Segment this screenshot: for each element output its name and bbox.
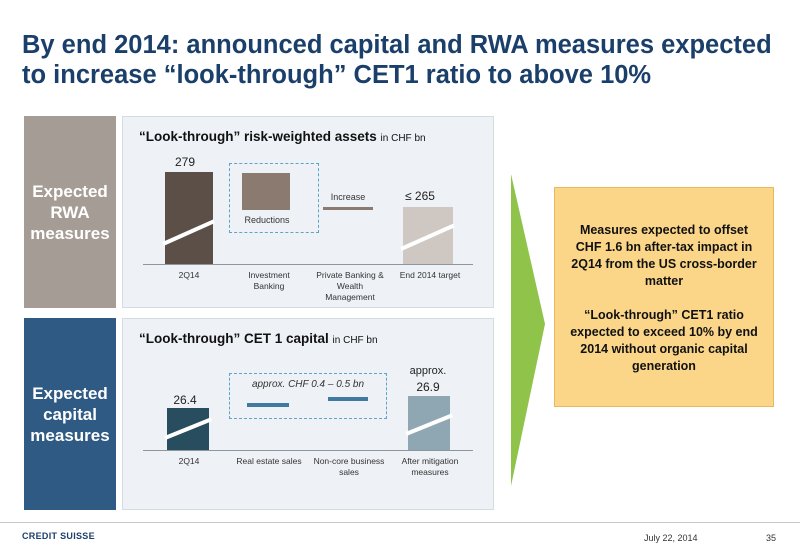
footer-date: July 22, 2014 (644, 533, 698, 543)
callout-para-2: “Look-through” CET1 ratio expected to ex… (570, 308, 758, 373)
capital-panel-title: “Look-through” CET 1 capital in CHF bn (139, 331, 378, 346)
rwa-panel-title-text: “Look-through” risk-weighted assets (139, 129, 377, 144)
rwa-bar-2q14 (162, 172, 215, 264)
capital-side-label: Expected capital measures (24, 318, 116, 510)
capital-value-2q14: 26.4 (173, 393, 197, 407)
capital-bar-after-break (405, 413, 454, 436)
rwa-bar-target-break (400, 223, 455, 251)
right-arrow-icon (511, 174, 545, 486)
rwa-panel: “Look-through” risk-weighted assets in C… (122, 116, 494, 308)
capital-range-label: approx. CHF 0.4 – 0.5 bn (251, 379, 365, 390)
capital-side-label-text: Expected capital measures (30, 383, 110, 445)
rwa-xlabel-2q14: 2Q14 (178, 270, 200, 280)
capital-bar-real-estate-sales (247, 403, 289, 407)
capital-panel: “Look-through” CET 1 capital in CHF bn 2… (122, 318, 494, 510)
capital-panel-title-text: “Look-through” CET 1 capital (139, 331, 329, 346)
page-title: By end 2014: announced capital and RWA m… (22, 31, 772, 89)
rwa-panel-title: “Look-through” risk-weighted assets in C… (139, 129, 426, 144)
rwa-bar-private-banking (323, 207, 373, 210)
rwa-value-target: ≤ 265 (405, 189, 435, 203)
rwa-xlabel-end-2014-target: End 2014 target (399, 270, 461, 280)
rwa-xlabel-investment-banking: Investment Banking (248, 270, 290, 291)
callout-para-1: Measures expected to offset CHF 1.6 bn a… (571, 223, 757, 288)
footer-divider (0, 522, 800, 523)
capital-bar-after-mitigation (405, 396, 454, 450)
capital-x-axis (143, 450, 473, 451)
logo-text: CREDIT SUISSE (22, 531, 95, 541)
page-number: 35 (766, 533, 777, 543)
rwa-bar-investment-banking (242, 173, 290, 210)
rwa-xlabel-private-banking: Private Banking & Wealth Management (316, 270, 384, 302)
rwa-bar-end-2014-target (400, 207, 455, 264)
callout-box: Measures expected to offset CHF 1.6 bn a… (554, 187, 774, 407)
credit-suisse-logo: CREDIT SUISSE (22, 531, 95, 541)
rwa-bar-2q14-break (162, 219, 215, 246)
rwa-side-label-text: Expected RWA measures (30, 181, 110, 243)
capital-value-after: 26.9 (416, 380, 440, 394)
capital-measures-box (229, 373, 387, 419)
rwa-side-label: Expected RWA measures (24, 116, 116, 308)
rwa-panel-unit: in CHF bn (380, 133, 426, 144)
rwa-x-axis (143, 264, 473, 265)
capital-value-after-prefix: approx. (409, 365, 447, 377)
rwa-increase-label: Increase (330, 192, 366, 202)
rwa-measures-box (229, 163, 319, 233)
capital-bar-non-core-sales (328, 397, 368, 401)
capital-xlabel-real-estate: Real estate sales (236, 456, 302, 466)
capital-panel-unit: in CHF bn (332, 335, 378, 346)
capital-bar-2q14-break (164, 417, 213, 440)
capital-xlabel-after-mitigation: After mitigation measures (401, 456, 459, 477)
capital-bar-2q14 (164, 408, 213, 450)
rwa-reductions-label: Reductions (244, 215, 290, 225)
capital-xlabel-2q14: 2Q14 (178, 456, 200, 466)
capital-xlabel-non-core: Non-core business sales (313, 456, 385, 477)
rwa-value-2q14: 279 (174, 155, 196, 169)
